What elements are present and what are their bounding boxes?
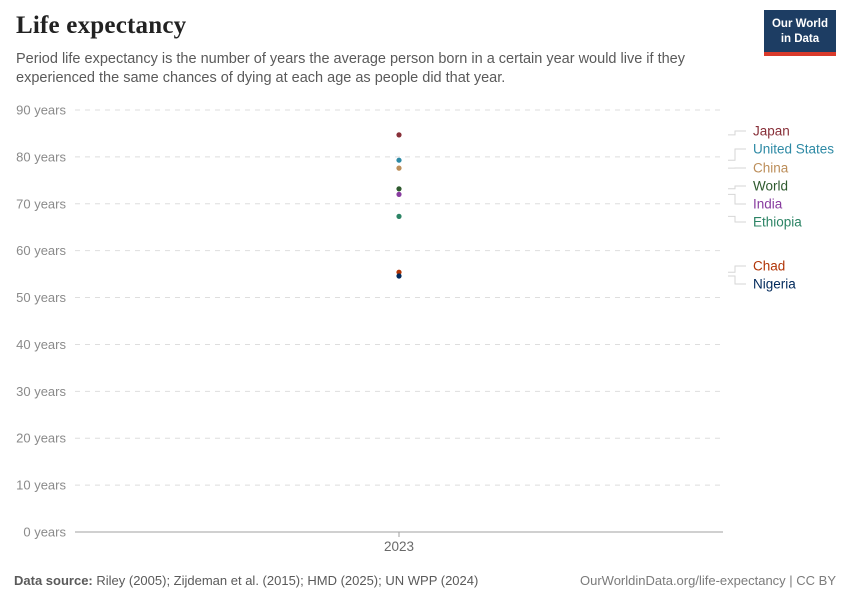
- owid-logo-line2: in Data: [780, 32, 820, 45]
- legend-label-nigeria[interactable]: Nigeria: [753, 277, 796, 292]
- legend-connector-chad: [728, 265, 746, 273]
- data-point-nigeria[interactable]: [396, 273, 402, 279]
- page-title: Life expectancy: [16, 12, 187, 39]
- chart-footer: Data source: Riley (2005); Zijdeman et a…: [14, 573, 836, 588]
- y-axis-tick-label: 60 years: [16, 243, 66, 258]
- y-axis-tick-label: 90 years: [16, 103, 66, 118]
- legend-connector-india: [728, 193, 746, 205]
- data-point-japan[interactable]: [396, 132, 402, 138]
- legend-label-chad[interactable]: Chad: [753, 259, 785, 274]
- chart-header: Life expectancy Period life expectancy i…: [16, 10, 836, 89]
- y-axis-tick-label: 30 years: [16, 384, 66, 399]
- legend-connector-ethiopia: [728, 215, 746, 223]
- legend-label-world[interactable]: World: [753, 179, 788, 194]
- y-axis-tick-label: 80 years: [16, 149, 66, 164]
- chart-subtitle: Period life expectancy is the number of …: [16, 51, 685, 87]
- legend-connector-japan: [728, 130, 746, 136]
- y-axis-tick-label: 50 years: [16, 290, 66, 305]
- data-source-label: Data source:: [14, 573, 93, 588]
- data-point-chad[interactable]: [396, 269, 402, 275]
- data-source-text: Riley (2005); Zijdeman et al. (2015); HM…: [92, 573, 479, 588]
- owid-logo-line1: Our World: [771, 18, 828, 30]
- data-point-ethiopia[interactable]: [396, 213, 402, 219]
- header-text: Life expectancy Period life expectancy i…: [16, 10, 716, 89]
- x-axis-tick-label: 2023: [384, 539, 414, 554]
- owid-logo[interactable]: Our World in Data: [763, 10, 836, 56]
- data-source-note: Data source: Riley (2005); Zijdeman et a…: [14, 573, 478, 588]
- y-axis-tick-label: 40 years: [16, 337, 66, 352]
- y-axis-tick-label: 0 years: [23, 525, 66, 540]
- legend-label-japan[interactable]: Japan: [753, 124, 790, 139]
- data-point-china[interactable]: [396, 165, 402, 171]
- legend-connector-world: [728, 185, 746, 190]
- data-point-world[interactable]: [396, 186, 402, 192]
- y-axis-tick-label: 20 years: [16, 431, 66, 446]
- attribution-link[interactable]: OurWorldinData.org/life-expectancy | CC …: [579, 573, 836, 588]
- legend-connector-united-states: [728, 148, 746, 161]
- legend-connector-nigeria: [728, 275, 746, 285]
- data-point-india[interactable]: [396, 191, 402, 197]
- legend-label-china[interactable]: China: [753, 161, 789, 176]
- y-axis-tick-label: 70 years: [16, 196, 66, 211]
- legend-label-india[interactable]: India: [753, 197, 783, 212]
- data-point-united-states[interactable]: [396, 157, 402, 163]
- legend-label-united-states[interactable]: United States: [753, 142, 834, 157]
- legend-label-ethiopia[interactable]: Ethiopia: [753, 215, 802, 230]
- y-axis-tick-label: 10 years: [16, 478, 66, 493]
